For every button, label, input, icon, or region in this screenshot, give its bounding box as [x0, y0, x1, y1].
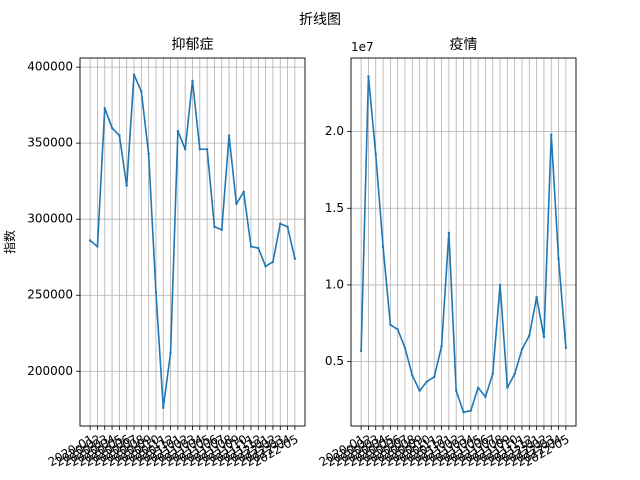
data-point	[140, 90, 143, 93]
data-point	[227, 134, 231, 137]
data-point	[454, 389, 458, 392]
axes-frame	[350, 57, 577, 427]
data-point	[235, 202, 238, 206]
data-point	[125, 184, 128, 187]
data-point	[367, 75, 370, 78]
data-point	[249, 245, 253, 248]
data-point	[359, 349, 363, 353]
data-point	[286, 225, 289, 228]
data-point	[176, 129, 180, 133]
data-point	[154, 290, 158, 294]
data-point	[118, 134, 121, 137]
data-point	[447, 231, 451, 234]
data-point	[191, 79, 194, 83]
y-tick-label: 200000	[27, 364, 73, 378]
data-point	[425, 380, 429, 383]
data-point	[491, 372, 494, 376]
data-point	[433, 375, 436, 379]
y-tick-label: 300000	[27, 212, 73, 226]
data-point	[550, 133, 553, 136]
data-point	[147, 152, 150, 156]
data-point	[411, 374, 414, 377]
data-point	[476, 386, 480, 389]
subplot-1: 2020-012020-022020-032020-042020-052020-…	[2, 37, 306, 469]
data-point	[103, 106, 106, 110]
y-tick-label: 400000	[27, 60, 73, 74]
data-point	[542, 335, 546, 339]
data-point	[396, 328, 399, 331]
figure-title: 折线图	[299, 12, 341, 28]
data-point	[264, 265, 267, 268]
subplot-2: 2020-012020-022020-032020-042020-052020-…	[317, 37, 577, 469]
data-point	[513, 372, 516, 376]
data-point	[132, 73, 136, 76]
data-point	[564, 346, 568, 349]
data-point	[183, 148, 187, 151]
data-point	[535, 296, 538, 299]
data-point	[271, 260, 275, 263]
data-point	[293, 257, 297, 260]
data-point	[242, 190, 245, 194]
data-point	[469, 409, 473, 412]
axes-frame	[79, 57, 306, 427]
y-tick-label: 2.0	[325, 124, 344, 138]
data-point	[498, 283, 502, 287]
data-point	[220, 228, 223, 232]
data-point	[462, 411, 465, 414]
data-point	[484, 395, 487, 399]
data-point	[528, 334, 531, 337]
axis-scale-label: 1e7	[351, 40, 374, 54]
subplot-title: 疫情	[450, 37, 478, 53]
data-point	[110, 126, 114, 130]
data-point	[279, 222, 282, 225]
data-point	[381, 245, 385, 248]
y-tick-label: 250000	[27, 288, 73, 302]
y-tick-label: 1.5	[325, 201, 344, 215]
y-tick-label: 1.0	[325, 277, 344, 291]
data-point	[88, 239, 92, 242]
data-point	[374, 153, 377, 156]
data-point	[389, 323, 392, 326]
data-point	[169, 351, 172, 355]
data-point	[440, 345, 443, 348]
y-tick-label: 0.5	[325, 354, 344, 368]
data-point	[198, 148, 202, 151]
y-tick-label: 350000	[27, 136, 73, 150]
data-point	[557, 257, 560, 261]
data-point	[506, 386, 509, 389]
data-point	[418, 389, 421, 392]
data-point	[257, 246, 260, 250]
data-point	[205, 148, 209, 151]
data-point	[162, 406, 165, 409]
data-point	[520, 348, 524, 351]
data-point	[213, 225, 216, 228]
data-point	[403, 346, 407, 349]
y-axis-label: 指数	[2, 230, 17, 254]
subplot-title: 抑郁症	[172, 37, 214, 53]
data-point	[96, 245, 99, 248]
